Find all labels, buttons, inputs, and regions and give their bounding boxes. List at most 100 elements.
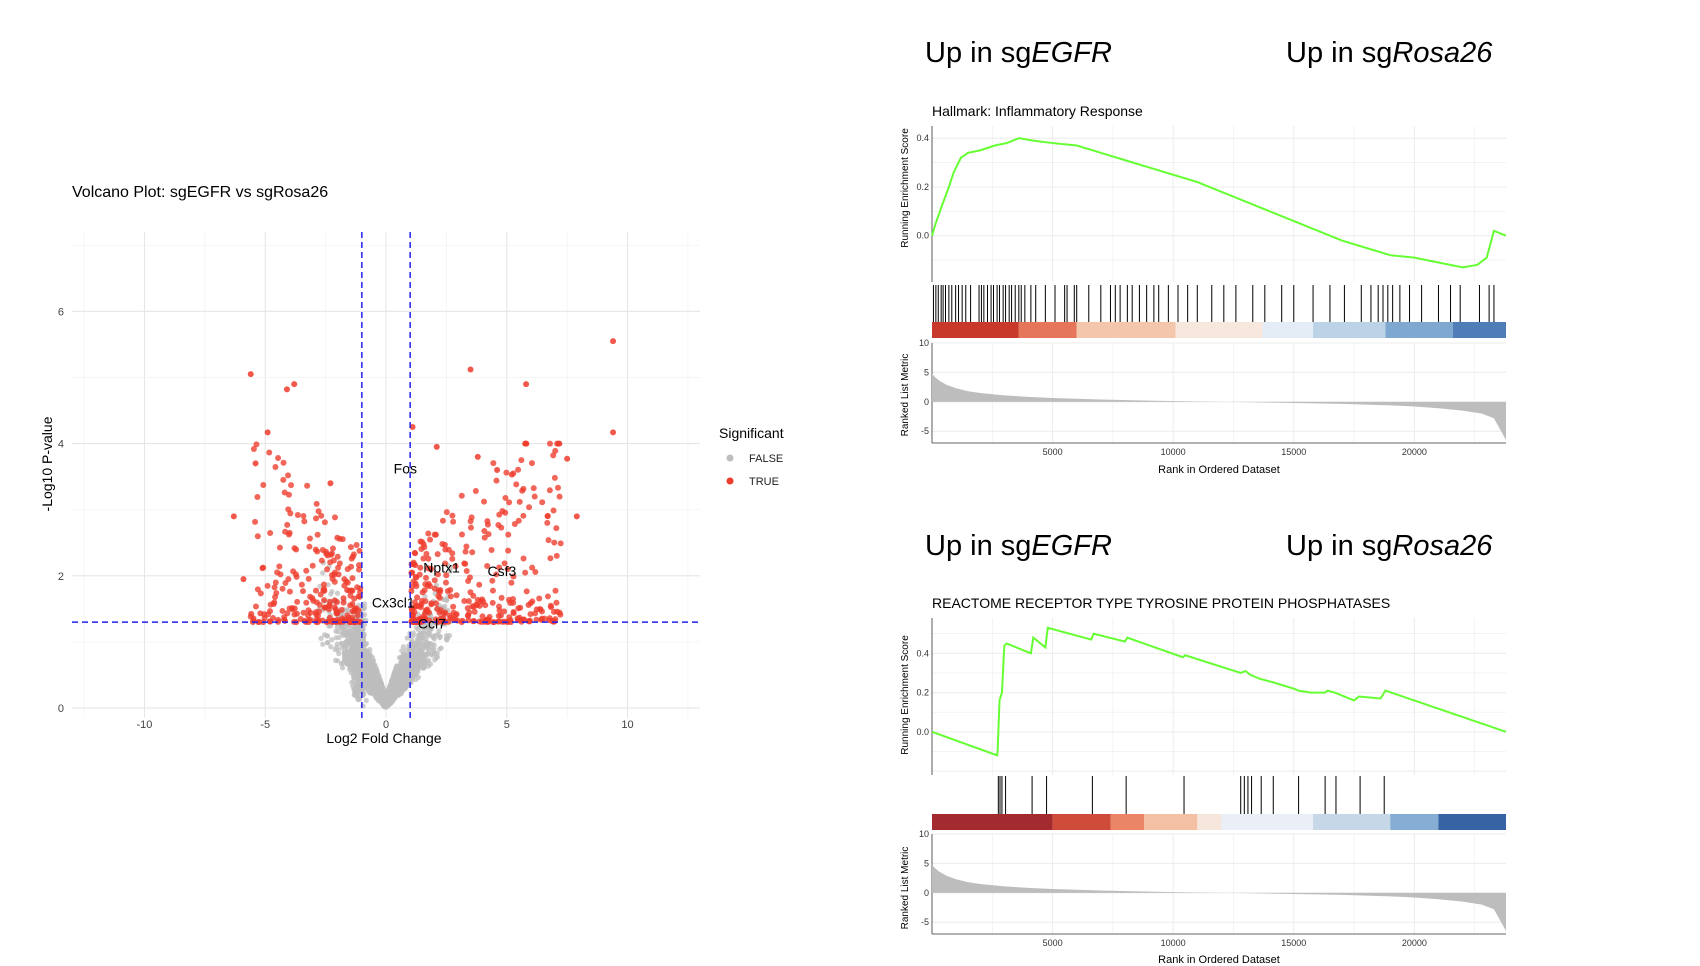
- significant-point: [442, 546, 449, 553]
- significant-point: [335, 571, 342, 578]
- gsea2-metric-axis-label: Ranked List Metric: [900, 847, 911, 930]
- significant-point-outlier: [291, 381, 298, 388]
- significant-point: [309, 562, 316, 569]
- significant-point: [280, 476, 287, 483]
- significant-point: [353, 542, 360, 549]
- significant-point: [439, 517, 446, 524]
- es-tick-label: 0.2: [916, 688, 929, 698]
- nonsignificant-point: [434, 650, 440, 656]
- significant-point: [467, 524, 474, 531]
- significant-point: [463, 568, 470, 575]
- significant-point-outlier: [467, 366, 474, 373]
- significant-point: [349, 601, 356, 608]
- significant-point: [431, 531, 438, 538]
- nonsignificant-point: [403, 674, 409, 681]
- es-tick-label: 0.0: [916, 231, 929, 241]
- significant-point: [280, 459, 287, 466]
- significant-point: [462, 560, 469, 567]
- significant-point-outlier: [240, 576, 247, 583]
- significant-point: [508, 471, 515, 478]
- significant-point: [286, 529, 293, 536]
- significant-point: [497, 612, 504, 619]
- significant-point: [259, 565, 266, 572]
- significant-point: [327, 598, 334, 605]
- nonsignificant-point: [434, 654, 441, 660]
- gsea1-x-axis-label: Rank in Ordered Dataset: [1158, 464, 1280, 476]
- nonsignificant-point: [356, 680, 363, 686]
- nonsignificant-point: [424, 652, 430, 658]
- nonsignificant-point: [444, 597, 450, 603]
- significant-point: [550, 507, 557, 514]
- metric-tick-label: 0: [924, 888, 929, 898]
- header-up-in-egfr-1: Up in sgEGFR: [925, 37, 1112, 69]
- significant-point: [334, 599, 341, 606]
- nonsignificant-point: [334, 590, 341, 596]
- significant-point: [303, 567, 310, 574]
- significant-point: [467, 589, 474, 596]
- significant-point: [501, 608, 508, 615]
- nonsignificant-point: [328, 644, 334, 650]
- nonsignificant-point: [329, 637, 335, 643]
- significant-point-outlier: [494, 467, 501, 474]
- nonsignificant-point: [378, 686, 384, 692]
- gsea-top-headers: Up in sgEGFR Up in sgRosa26: [925, 37, 1493, 69]
- significant-point: [472, 488, 479, 495]
- significant-point: [349, 587, 356, 594]
- significant-point: [450, 603, 457, 610]
- significant-point: [443, 509, 450, 516]
- significant-point: [292, 571, 299, 578]
- gsea1-title: Hallmark: Inflammatory Response: [932, 103, 1143, 119]
- nonsignificant-point: [361, 691, 367, 697]
- significant-point: [485, 531, 492, 538]
- significant-point: [520, 485, 527, 492]
- nonsignificant-point: [422, 660, 428, 666]
- nonsignificant-point: [336, 651, 342, 657]
- nonsignificant-point: [362, 612, 368, 618]
- significant-point: [416, 619, 423, 626]
- legend-false-label: FALSE: [749, 453, 783, 465]
- significant-point: [306, 535, 313, 542]
- significant-point: [471, 618, 478, 625]
- significant-point: [527, 611, 534, 618]
- nonsignificant-point: [397, 669, 404, 675]
- gsea1-rank-heatbar: [932, 322, 1506, 338]
- nonsignificant-point: [417, 659, 423, 665]
- y-tick-label: 4: [58, 439, 64, 451]
- nonsignificant-point: [336, 634, 342, 641]
- significant-point: [484, 518, 491, 525]
- significant-point: [267, 618, 274, 625]
- nonsignificant-point: [447, 568, 453, 574]
- significant-point: [339, 536, 346, 543]
- significant-point: [525, 601, 532, 608]
- significant-point: [315, 508, 322, 515]
- rank-heat-band: [1175, 322, 1263, 338]
- significant-point: [341, 576, 348, 583]
- significant-point: [340, 599, 347, 606]
- nonsignificant-point: [413, 655, 420, 661]
- nonsignificant-point: [426, 630, 432, 637]
- nonsignificant-point: [350, 683, 356, 689]
- rank-tick-label: 15000: [1281, 938, 1306, 948]
- metric-tick-label: 10: [919, 829, 929, 839]
- significant-point: [408, 569, 415, 576]
- nonsignificant-point: [351, 632, 357, 638]
- significant-point-outlier: [247, 371, 254, 378]
- significant-point: [254, 533, 261, 540]
- significant-point: [350, 551, 357, 558]
- nonsignificant-point: [392, 668, 398, 674]
- significant-point: [420, 555, 427, 562]
- significant-point: [313, 500, 320, 507]
- nonsignificant-point: [324, 633, 331, 639]
- significant-point: [515, 466, 522, 473]
- significant-point: [349, 575, 356, 582]
- rank-tick-label: 10000: [1161, 938, 1186, 948]
- significant-point: [552, 447, 559, 454]
- nonsignificant-point: [320, 570, 326, 576]
- significant-point: [466, 574, 473, 581]
- significant-point: [539, 499, 546, 506]
- significant-point: [255, 618, 262, 625]
- volcano-y-axis-label: -Log10 P-value: [39, 416, 55, 511]
- nonsignificant-point: [399, 658, 405, 664]
- significant-point: [433, 600, 440, 607]
- nonsignificant-point: [446, 632, 453, 639]
